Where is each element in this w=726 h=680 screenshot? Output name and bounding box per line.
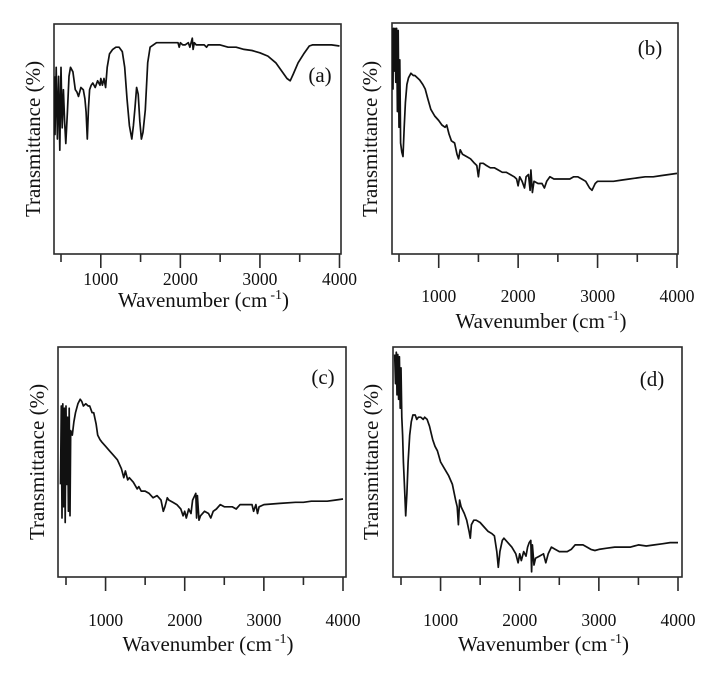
panel-c: 1000 2000 3000 4000 Wavenumber (cm -1) Transmi… (25, 346, 361, 656)
x-tick-label: 3000 (246, 610, 281, 630)
y-axis-label: Transmittance (%) (358, 61, 382, 217)
x-axis-label-text: Wavenumber (cm (458, 632, 607, 656)
x-tick-label: 3000 (242, 269, 277, 289)
x-axis-label-superscript: -1 (275, 632, 287, 647)
spectrum-line-spectrum-a (54, 37, 340, 152)
x-axis-label-superscript: -1 (608, 309, 620, 324)
x-tick-label: 3000 (581, 610, 616, 630)
x-tick-label: 1000 (423, 610, 458, 630)
spectrum-line-spectrum-d (393, 351, 678, 573)
y-axis-label: Transmittance (%) (25, 384, 49, 540)
x-tick-label: 2000 (502, 610, 537, 630)
x-tick-label: 2000 (501, 286, 536, 306)
x-tick-label: 4000 (660, 286, 695, 306)
x-axis-label-superscript: -1 (270, 288, 282, 303)
panel-d: 1000 2000 3000 4000 Wavenumber (cm -1) Transmi… (359, 346, 696, 656)
x-tick-label: 4000 (661, 610, 696, 630)
spectrum-line-spectrum-b (392, 27, 678, 194)
y-axis-label: Transmittance (%) (359, 384, 383, 540)
x-axis-label: Wavenumber (cm -1) (123, 632, 294, 656)
panel-b: 1000 2000 3000 4000 Wavenumber (cm -1) Transmi… (358, 22, 695, 333)
panel-label: (c) (311, 365, 334, 389)
panel-label: (a) (308, 63, 331, 87)
plot-frame (392, 346, 683, 578)
x-axis-label-text: Wavenumber (cm (123, 632, 272, 656)
panel-label: (d) (640, 367, 665, 391)
x-axis-label-close: ) (620, 309, 627, 333)
x-axis-label-close: ) (287, 632, 294, 656)
x-tick-label: 1000 (88, 610, 123, 630)
x-axis-label-text: Wavenumber (cm (118, 288, 267, 312)
x-tick-label: 1000 (421, 286, 456, 306)
x-tick-label: 3000 (580, 286, 615, 306)
plot-frame (391, 22, 679, 255)
x-tick-label: 4000 (322, 269, 357, 289)
spectrum-line-spectrum-c (59, 398, 344, 524)
panel-label: (b) (638, 36, 663, 60)
y-axis-label: Transmittance (%) (21, 61, 45, 217)
x-axis-label-superscript: -1 (610, 632, 622, 647)
x-axis-label-close: ) (622, 632, 629, 656)
x-axis-label: Wavenumber (cm -1) (456, 309, 627, 333)
plot-frame (57, 346, 347, 578)
x-axis-label-close: ) (282, 288, 289, 312)
x-tick-label: 2000 (163, 269, 198, 289)
panel-a: 1000 2000 3000 4000 Wavenumber (cm -1) Transmi… (21, 23, 357, 312)
x-axis-label: Wavenumber (cm -1) (458, 632, 629, 656)
x-axis-label: Wavenumber (cm -1) (118, 288, 289, 312)
x-tick-label: 4000 (326, 610, 361, 630)
x-axis-label-text: Wavenumber (cm (456, 309, 605, 333)
x-tick-label: 1000 (83, 269, 118, 289)
x-tick-label: 2000 (167, 610, 202, 630)
plot-frame (53, 23, 342, 255)
